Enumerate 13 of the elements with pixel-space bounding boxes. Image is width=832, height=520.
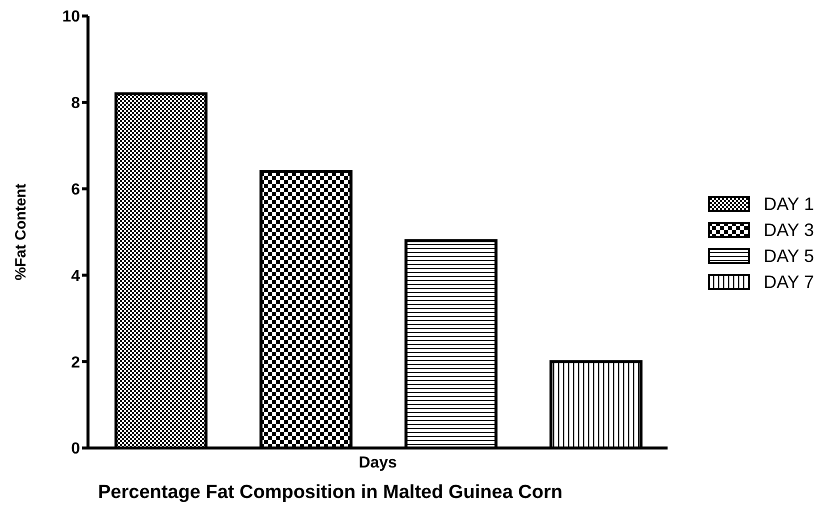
legend-label: DAY 5 (764, 246, 814, 266)
x-tick-label: Days (358, 454, 398, 472)
y-tick-label: 10 (62, 8, 80, 26)
legend-label: DAY 7 (764, 272, 814, 292)
y-tick-label: 6 (71, 181, 80, 198)
y-axis-title: %Fat Content (12, 184, 30, 280)
legend-label: DAY 3 (764, 220, 814, 240)
y-tick-label: 0 (71, 440, 80, 458)
y-tick-label: 4 (71, 268, 80, 285)
y-tick-label: 2 (71, 354, 80, 372)
y-tick-label: 8 (71, 95, 80, 112)
text: Percentage Fat Composition in Malted Guinea Corn (97, 482, 564, 504)
legend-label: DAY 1 (764, 194, 814, 214)
